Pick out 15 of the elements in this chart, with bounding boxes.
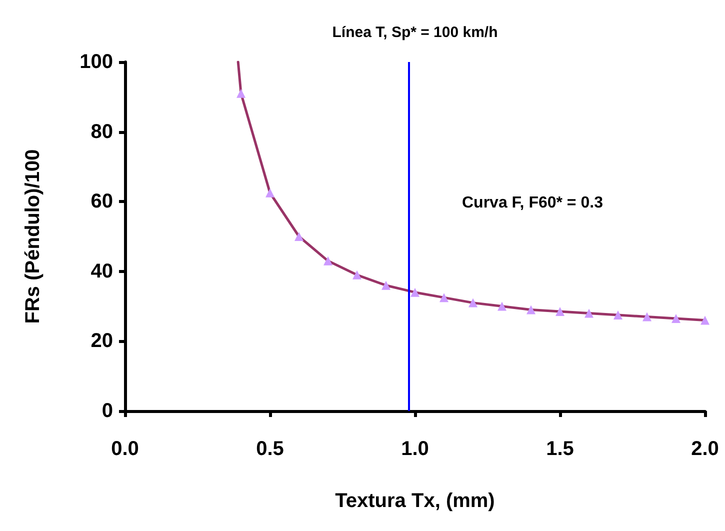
x-tick-label: 1.5: [546, 438, 574, 460]
y-tick-label: 40: [90, 260, 113, 282]
annotation: Curva F, F60* = 0.3: [462, 194, 604, 212]
x-tick-label: 1.0: [401, 438, 429, 460]
x-tick-label: 0.5: [256, 438, 284, 460]
x-tick-label: 0.0: [111, 438, 139, 460]
y-tick-label: 0: [102, 400, 113, 422]
x-tick-label: 2.0: [691, 438, 719, 460]
y-tick-label: 80: [90, 120, 113, 143]
y-axis-title: FRs (Péndulo)/100: [22, 149, 44, 324]
x-axis-title: Textura Tx, (mm): [335, 490, 495, 512]
y-tick-label: 20: [90, 330, 113, 352]
chart-title: Línea T, Sp* = 100 km/h: [332, 24, 498, 41]
y-tick-label: 100: [80, 51, 113, 73]
y-tick-label: 60: [90, 190, 113, 213]
